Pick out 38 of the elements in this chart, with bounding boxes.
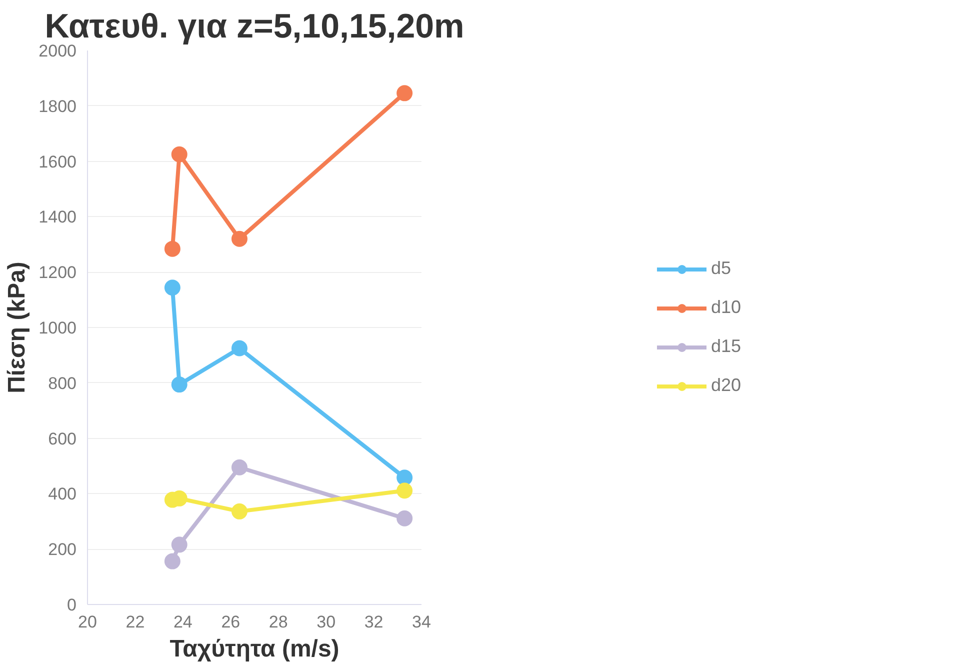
- y-tick-label: 1200: [38, 263, 77, 282]
- point: [396, 510, 413, 526]
- point: [164, 280, 180, 296]
- y-tick-label: 600: [48, 429, 77, 448]
- point: [231, 459, 248, 476]
- point: [164, 240, 180, 257]
- x-tick-label: 24: [173, 612, 192, 632]
- y-tick-label: 1600: [38, 152, 77, 172]
- legend-label: d20: [710, 375, 742, 396]
- point: [396, 482, 413, 499]
- legend-label: d5: [710, 258, 732, 279]
- point: [396, 85, 413, 102]
- y-tick-label: 200: [48, 540, 77, 560]
- y-axis-title: Πίεση (kPa): [4, 262, 31, 394]
- point: [164, 553, 180, 570]
- x-tick-label: 28: [268, 612, 288, 632]
- point: [396, 470, 413, 486]
- point: [231, 230, 248, 247]
- x-tick-label: 26: [221, 612, 240, 632]
- point: [231, 340, 248, 356]
- x-tick-label: 22: [126, 612, 145, 632]
- y-tick-label: 800: [48, 374, 77, 393]
- point: [171, 376, 188, 393]
- y-tick-label: 400: [48, 484, 77, 504]
- y-tick-label: 0: [67, 596, 77, 614]
- legend-label: d10: [710, 297, 742, 318]
- x-tick-label: 32: [364, 612, 384, 632]
- x-tick-label: 20: [78, 612, 97, 632]
- x-tick-label: 34: [412, 612, 431, 632]
- point: [231, 503, 248, 520]
- x-axis-title: Ταχύτητα (m/s): [170, 636, 340, 662]
- legend-label: d15: [710, 336, 742, 357]
- y-tick-label: 1000: [38, 318, 77, 338]
- point: [171, 536, 188, 553]
- point: [171, 146, 188, 162]
- y-tick-label: 1800: [38, 96, 77, 116]
- y-tick-label: 1400: [38, 208, 77, 227]
- x-tick-label: 30: [316, 612, 336, 632]
